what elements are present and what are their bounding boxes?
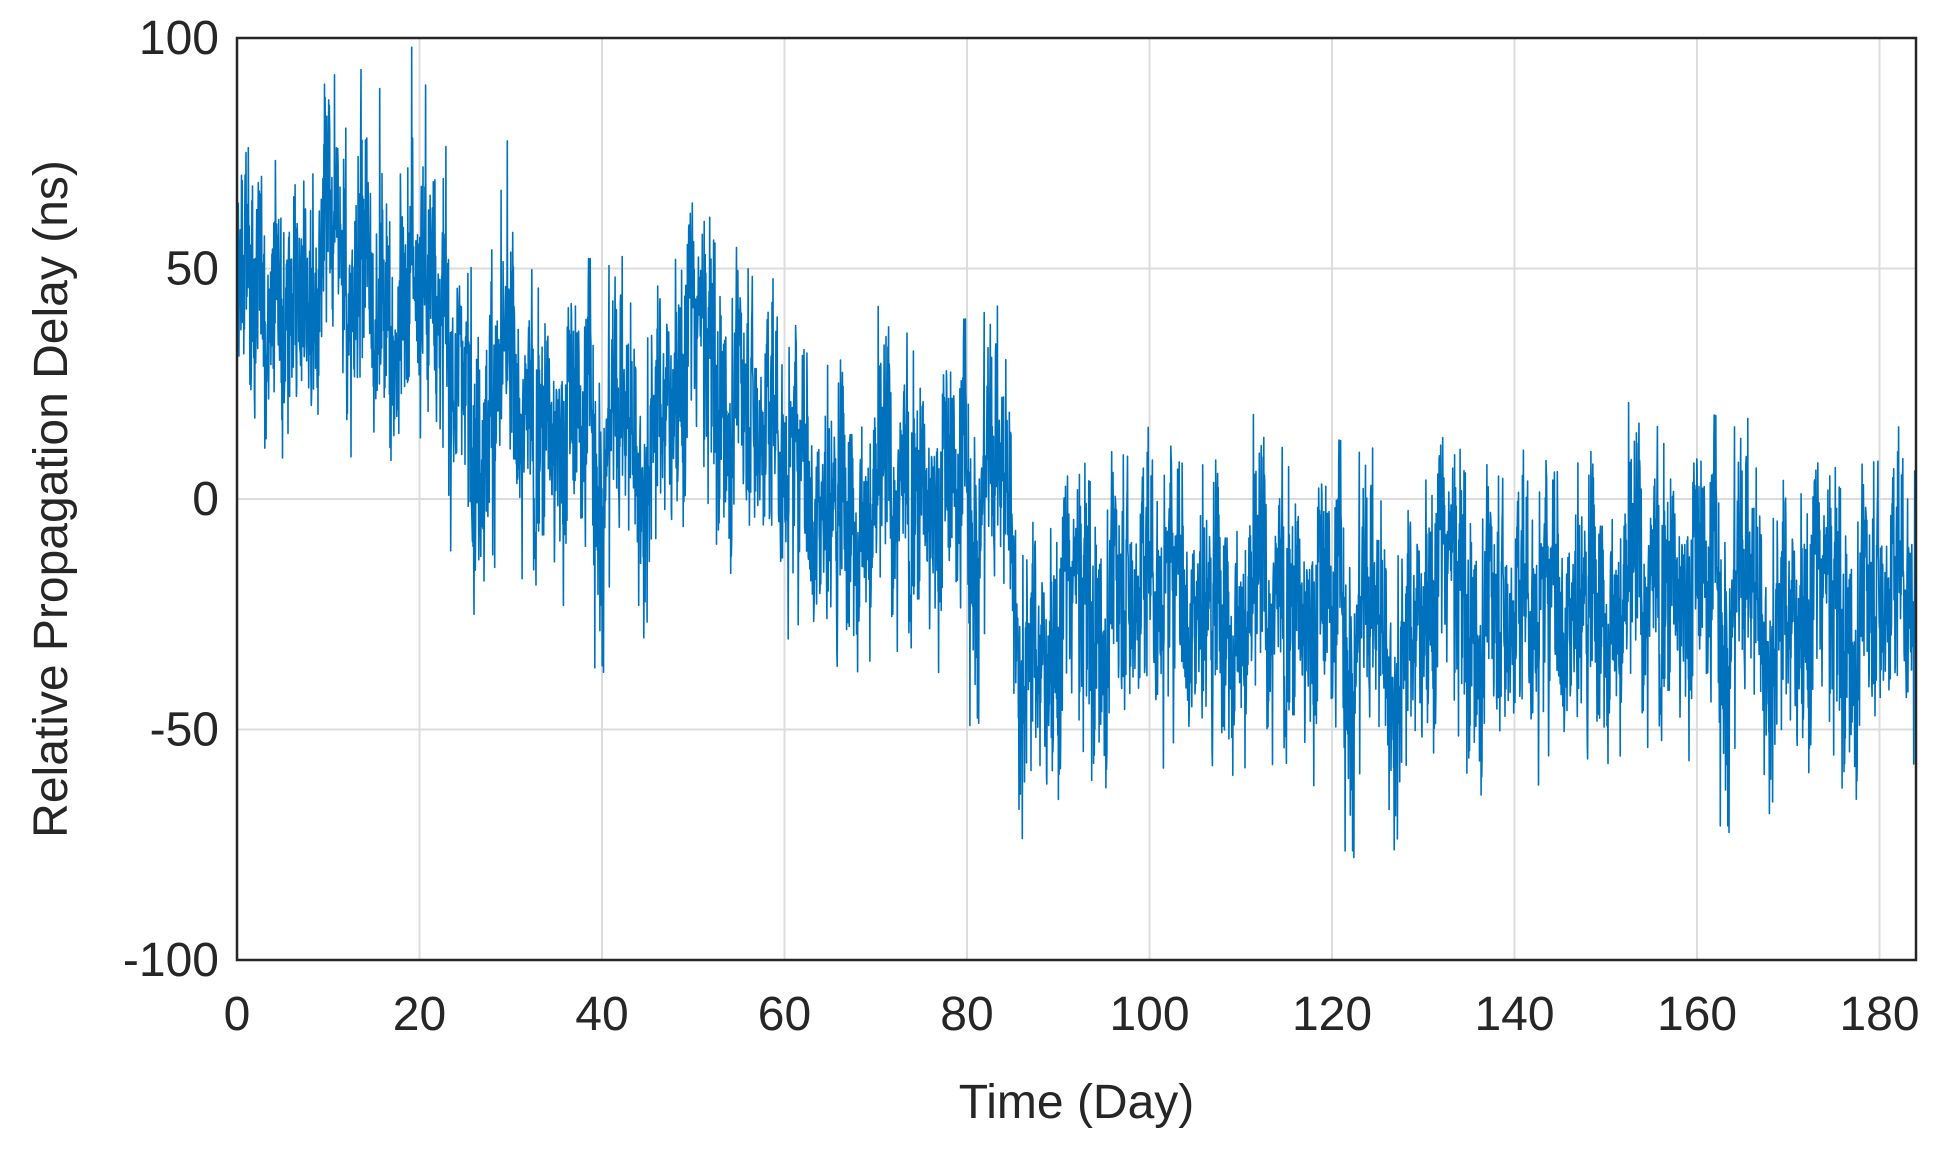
x-tick-label: 100	[1109, 988, 1189, 1041]
y-tick-label: 50	[166, 243, 219, 296]
x-tick-label: 80	[940, 988, 993, 1041]
x-tick-label: 160	[1657, 988, 1737, 1041]
y-axis-title: Relative Propagation Delay (ns)	[25, 160, 78, 838]
y-tick-labels: -100 -50 0 50 100	[123, 12, 219, 987]
x-tick-label: 40	[575, 988, 628, 1041]
x-tick-label: 120	[1292, 988, 1372, 1041]
y-tick-label: -50	[150, 704, 219, 757]
x-tick-label: 60	[758, 988, 811, 1041]
x-tick-label: 140	[1474, 988, 1554, 1041]
x-tick-labels: 0 20 40 60 80 100 120 140 160 180	[224, 988, 1920, 1041]
y-tick-label: -100	[123, 934, 219, 987]
plot-frame	[235, 36, 1918, 962]
delay-series-line	[237, 46, 1916, 859]
x-tick-label: 20	[393, 988, 446, 1041]
x-tick-label: 180	[1839, 988, 1919, 1041]
y-tick-label: 0	[192, 473, 219, 526]
x-axis-title: Time (Day)	[959, 1076, 1195, 1129]
series-layer	[237, 46, 1916, 859]
x-tick-label: 0	[224, 988, 251, 1041]
y-tick-label: 100	[139, 12, 219, 65]
